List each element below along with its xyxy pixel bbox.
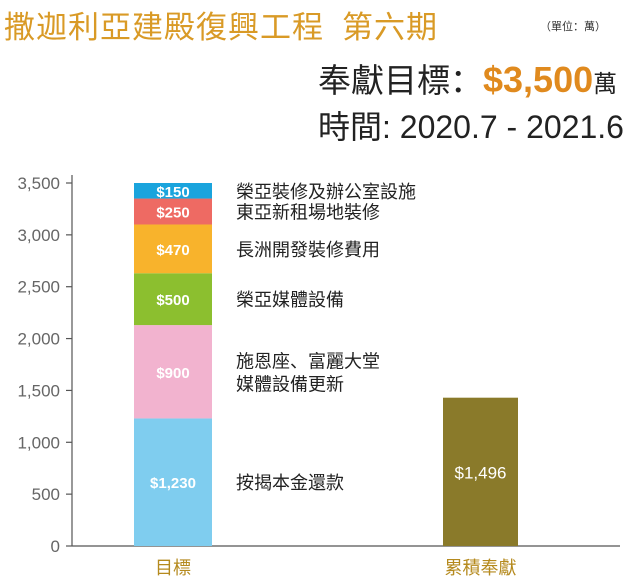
- x-category-label: 累積奉獻: [445, 558, 517, 578]
- segment-value-label: $470: [156, 242, 189, 259]
- segment-value-label: $250: [156, 205, 189, 222]
- y-tick-label: 1,500: [17, 381, 60, 400]
- y-tick-label: 500: [32, 485, 60, 504]
- segment-description: 長洲開發裝修費用: [236, 240, 380, 261]
- target-segment-5: [134, 183, 212, 199]
- target-amount: $3,500: [483, 59, 594, 100]
- x-category-label: 目標: [155, 558, 191, 578]
- unit-note: （單位：萬）: [540, 20, 606, 33]
- y-tick-label: 2,000: [17, 330, 60, 349]
- segment-description: 施恩座、富麗大堂: [236, 351, 380, 372]
- target-segment-1: [134, 325, 212, 419]
- page-title: 撒迦利亞建殿復興工程 第六期: [4, 2, 438, 47]
- segment-value-label: $500: [156, 292, 189, 309]
- segment-value-label: $150: [156, 184, 189, 201]
- segment-value-label: $900: [156, 365, 189, 382]
- target-line: 奉獻目標：$3,500萬: [318, 54, 617, 102]
- segment-value-label: $1,230: [150, 475, 196, 492]
- segment-description: 東亞新租場地裝修: [236, 203, 380, 224]
- target-segment-3: [134, 224, 212, 274]
- target-segment-4: [134, 198, 212, 225]
- y-tick-label: 0: [51, 537, 60, 556]
- title-text: 撒迦利亞建殿復興工程: [4, 10, 324, 46]
- target-unit: 萬: [593, 70, 618, 98]
- phase-label: 第六期: [342, 10, 438, 46]
- period-line: 時間: 2020.7 - 2021.6: [318, 109, 624, 145]
- segment-description: 榮亞裝修及辦公室設施: [236, 182, 416, 203]
- y-tick-label: 3,000: [17, 226, 60, 245]
- y-tick-label: 3,500: [17, 174, 60, 193]
- target-segment-0: [134, 418, 212, 546]
- cumulative-value-label: $1,496: [455, 464, 507, 483]
- target-segment-2: [134, 273, 212, 326]
- segment-description: 按揭本金還款: [236, 473, 344, 494]
- segment-description: 榮亞媒體設備: [236, 290, 344, 311]
- y-tick-label: 1,000: [17, 433, 60, 452]
- target-label: 奉獻目標：: [318, 61, 483, 100]
- segment-description: 媒體設備更新: [236, 374, 344, 395]
- y-tick-label: 2,500: [17, 278, 60, 297]
- cumulative-bar: [443, 397, 518, 546]
